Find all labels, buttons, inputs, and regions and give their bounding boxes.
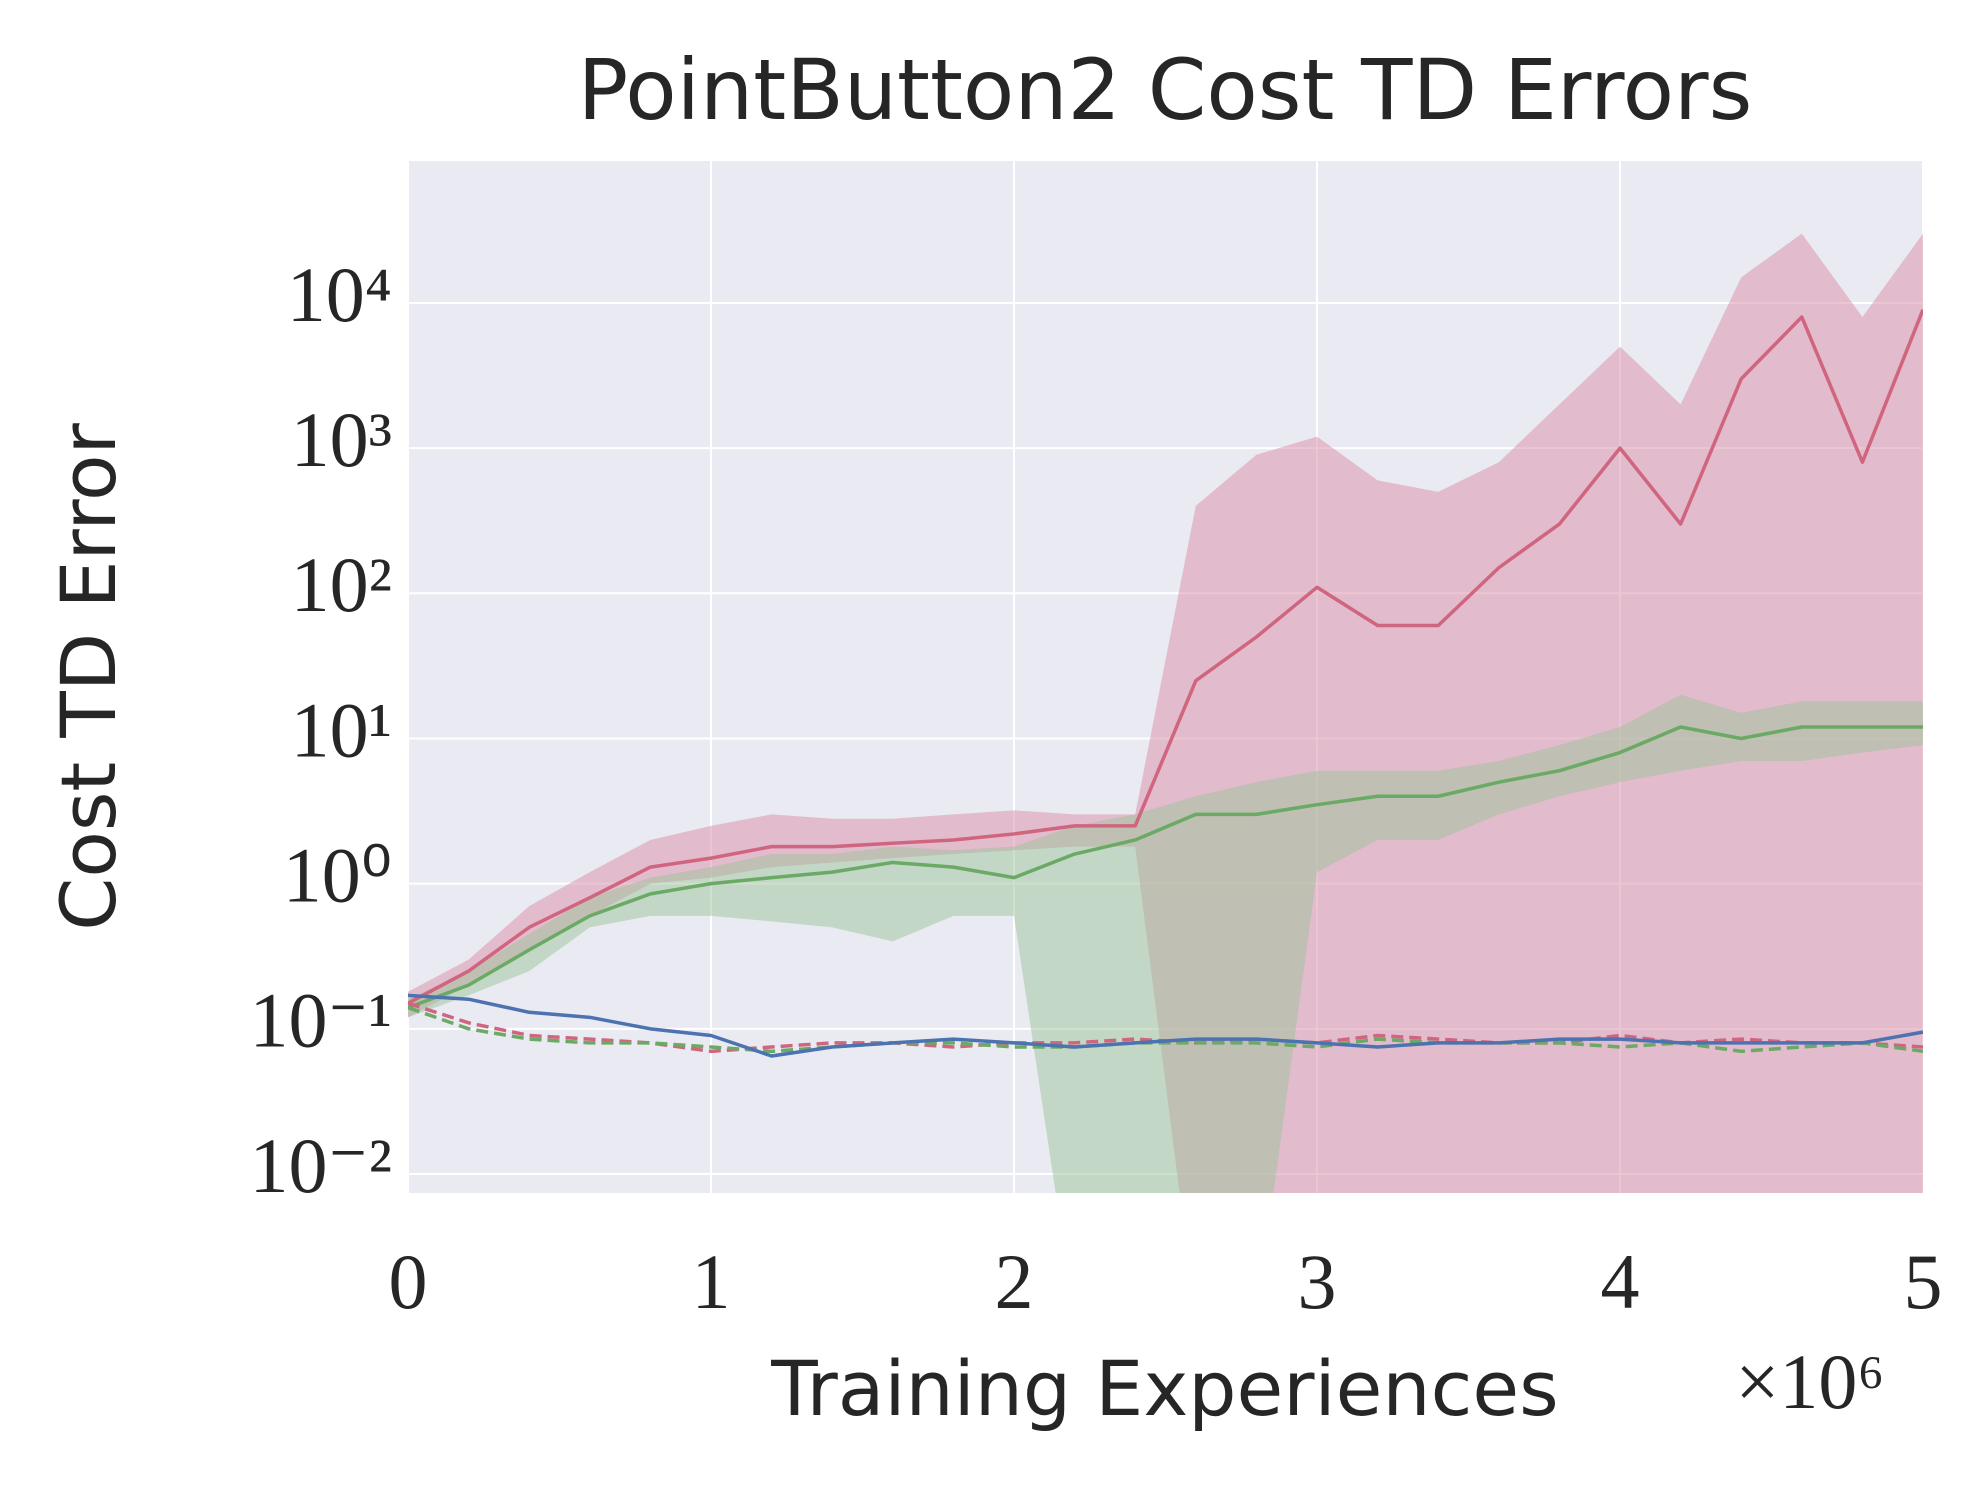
x-tick-label: 5 bbox=[1904, 1238, 1943, 1325]
x-tick-label: 3 bbox=[1298, 1238, 1337, 1325]
y-tick-label: 10⁻² bbox=[249, 1122, 392, 1209]
error-band bbox=[408, 694, 1923, 1193]
y-tick-label: 10¹ bbox=[291, 686, 392, 773]
x-tick-label: 1 bbox=[692, 1238, 731, 1325]
error-band bbox=[408, 233, 1923, 1193]
y-tick-label: 10⁻¹ bbox=[249, 977, 392, 1064]
x-tick-label: 0 bbox=[389, 1238, 428, 1325]
chart-title: PointButton2 Cost TD Errors bbox=[578, 41, 1753, 139]
y-tick-label: 10² bbox=[291, 541, 392, 628]
x-axis-label: Training Experiences bbox=[770, 1344, 1558, 1433]
x-tick-label: 4 bbox=[1601, 1238, 1640, 1325]
series-line bbox=[408, 725, 1923, 1010]
series-line bbox=[408, 993, 1923, 1058]
y-axis-label: Cost TD Error bbox=[44, 423, 133, 931]
y-tick-label: 10³ bbox=[291, 396, 392, 483]
y-tick-label: 10⁴ bbox=[287, 251, 392, 338]
y-tick-label: 10⁰ bbox=[283, 832, 392, 919]
series-line bbox=[408, 308, 1923, 1005]
x-tick-label: 2 bbox=[995, 1238, 1034, 1325]
x-offset-label: ×10⁶ bbox=[1735, 1338, 1884, 1425]
